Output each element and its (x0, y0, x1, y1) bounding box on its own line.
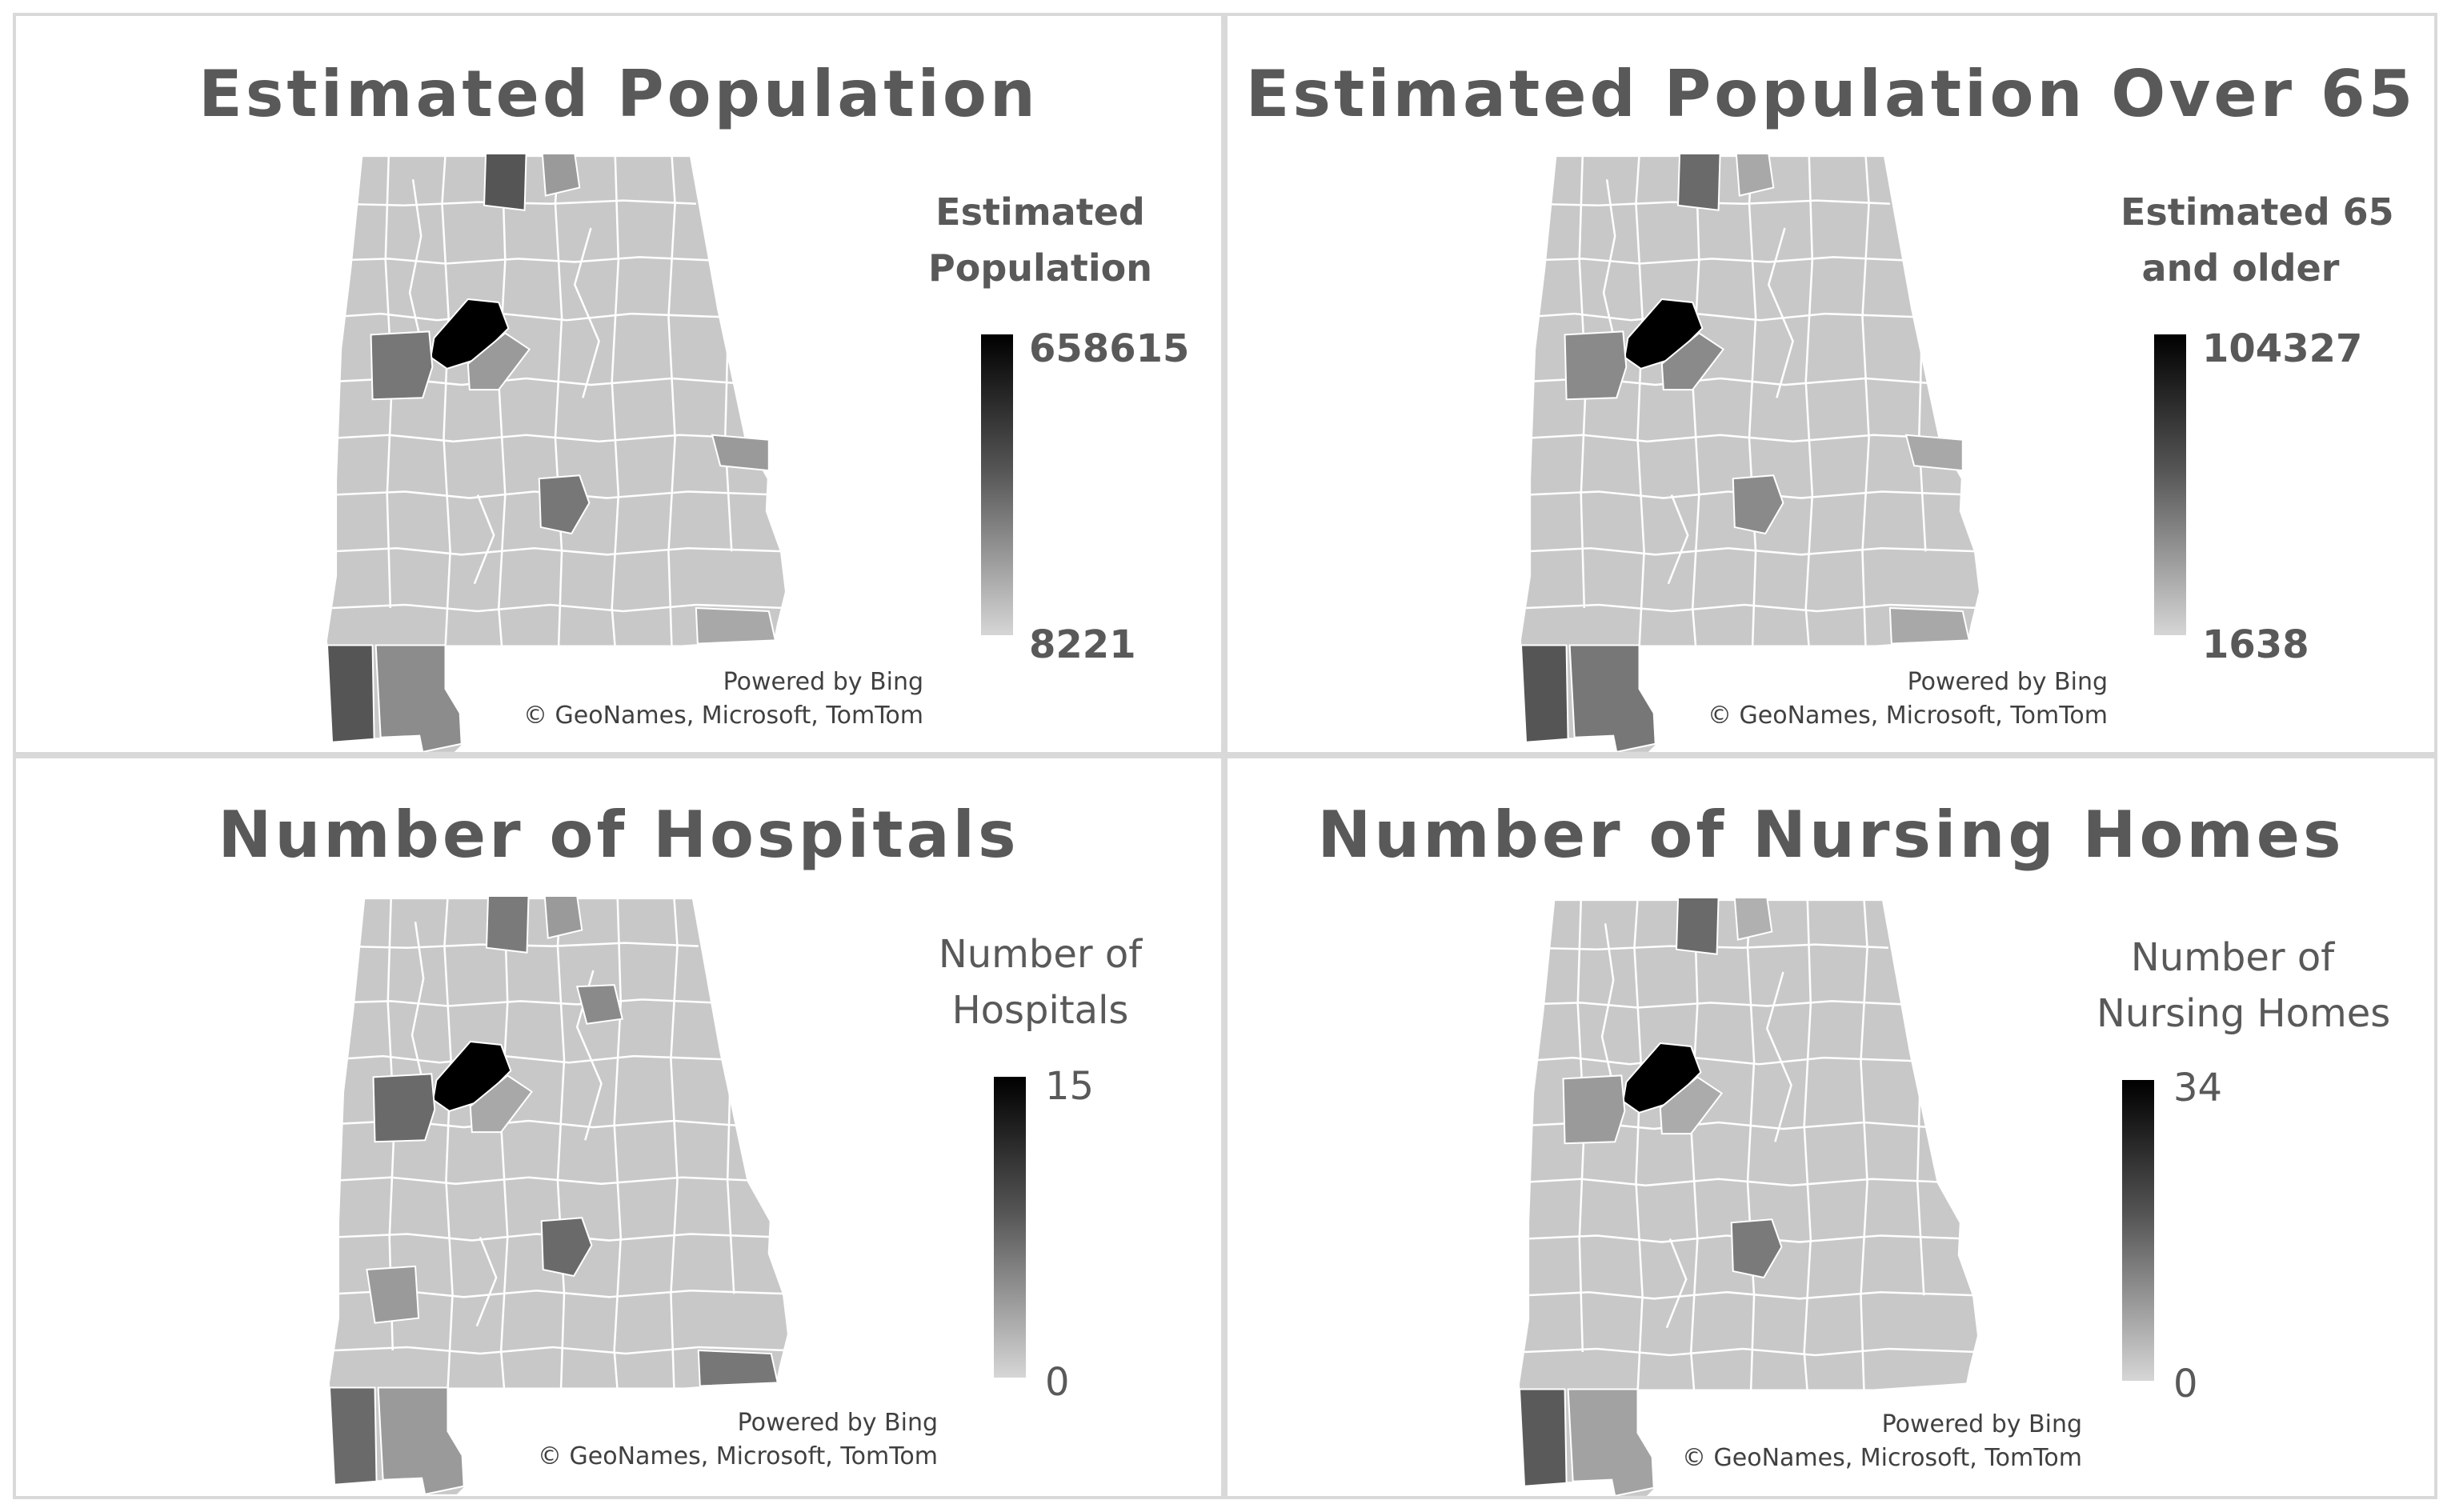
county-montgomery-highlight[interactable] (1732, 474, 1784, 535)
county-baldwin-highlight[interactable] (1568, 644, 1656, 752)
panel-title: Estimated Population (198, 57, 1039, 131)
county-baldwin-highlight[interactable] (377, 1386, 465, 1496)
legend-title-line-1: Estimated 65 (2121, 190, 2394, 234)
county-shelby-highlight[interactable] (1659, 1076, 1724, 1135)
county-baldwin-highlight[interactable] (1567, 1388, 1655, 1496)
county-lauderdale-highlight[interactable] (1676, 897, 1720, 955)
map-credit: Powered by Bing © GeoNames, Microsoft, T… (1708, 666, 2108, 733)
county-russell-highlight[interactable] (711, 434, 770, 472)
county-lauderdale-highlight[interactable] (1677, 153, 1721, 211)
credit-sources: © GeoNames, Microsoft, TomTom (1707, 702, 2108, 730)
map-credit: Powered by Bing © GeoNames, Microsoft, T… (523, 666, 923, 733)
legend-min-value: 8221 (1029, 622, 1136, 667)
legend-gradient-bar (2154, 334, 2186, 635)
legend-title-line-1: Number of (2130, 935, 2335, 980)
county-baldwin-highlight[interactable] (374, 644, 463, 752)
legend-title-line-2: Nursing Homes (2097, 991, 2391, 1036)
county-houston-highlight[interactable] (1888, 606, 1971, 645)
panel-title: Number of Hospitals (218, 798, 1019, 872)
county-shelby-highlight[interactable] (467, 332, 531, 391)
county-montgomery-highlight[interactable] (1730, 1218, 1783, 1279)
map-credit: Powered by Bing © GeoNames, Microsoft, T… (538, 1406, 938, 1474)
county-tuscaloosa-highlight[interactable] (370, 330, 434, 401)
county-shelby-highlight[interactable] (1660, 332, 1725, 391)
county-mobile-highlight[interactable] (328, 1386, 378, 1486)
alabama-county-map[interactable] (1501, 896, 1997, 1499)
credit-sources: © GeoNames, Microsoft, TomTom (523, 702, 923, 730)
county-madison-highlight[interactable] (541, 153, 581, 197)
credit-powered-by: Powered by Bing (737, 1409, 938, 1437)
legend-max-value: 15 (1045, 1064, 1095, 1109)
panel-population-over-65: Estimated Population Over 65 Estimated 6… (1224, 13, 2437, 755)
county-russell-highlight[interactable] (1904, 434, 1964, 472)
county-lauderdale-highlight[interactable] (485, 895, 530, 954)
legend-min-value: 1638 (2202, 622, 2309, 667)
alabama-county-map[interactable] (1503, 152, 1999, 755)
legend-title-line-2: Hospitals (951, 988, 1129, 1033)
county-mobile-highlight[interactable] (326, 644, 375, 743)
legend-min-value: 0 (2173, 1362, 2198, 1406)
county-tuscaloosa-highlight[interactable] (1564, 330, 1628, 401)
legend-title: Estimated Population (920, 184, 1160, 296)
legend-min-value: 0 (1045, 1360, 1070, 1405)
county-etowah-highlight[interactable] (575, 984, 624, 1025)
legend-max-value: 104327 (2202, 326, 2363, 371)
county-dallas-highlight[interactable] (366, 1265, 420, 1324)
panel-title: Number of Nursing Homes (1317, 798, 2345, 872)
legend-gradient-bar (994, 1077, 1026, 1378)
legend-title-line-1: Estimated (935, 190, 1145, 234)
county-houston-highlight[interactable] (695, 606, 777, 645)
credit-powered-by: Powered by Bing (723, 668, 923, 696)
legend-max-value: 34 (2173, 1066, 2223, 1110)
county-shelby-highlight[interactable] (469, 1074, 534, 1134)
county-tuscaloosa-highlight[interactable] (1562, 1074, 1626, 1145)
panel-title: Estimated Population Over 65 (1245, 57, 2417, 131)
county-montgomery-highlight[interactable] (538, 474, 591, 535)
county-mobile-highlight[interactable] (1520, 644, 1569, 743)
legend-title-line-2: and older (2141, 246, 2340, 290)
county-mobile-highlight[interactable] (1518, 1388, 1568, 1487)
legend-title-line-2: Population (928, 246, 1152, 290)
legend-title: Number of Nursing Homes (2097, 930, 2391, 1042)
legend-gradient-bar (2122, 1080, 2154, 1381)
legend-title-line-1: Number of (938, 932, 1143, 977)
credit-sources: © GeoNames, Microsoft, TomTom (1681, 1444, 2082, 1472)
county-madison-highlight[interactable] (543, 895, 583, 939)
legend-max-value: 658615 (1029, 326, 1190, 371)
county-montgomery-highlight[interactable] (540, 1217, 593, 1278)
panel-estimated-population: Estimated Population Estimated Populatio… (13, 13, 1224, 755)
county-lauderdale-highlight[interactable] (483, 153, 527, 211)
legend-title: Estimated 65 and older (2121, 184, 2394, 296)
map-credit: Powered by Bing © GeoNames, Microsoft, T… (1682, 1408, 2082, 1475)
panel-number-of-nursing-homes: Number of Nursing Homes Number of Nursin… (1224, 755, 2437, 1499)
alabama-county-map[interactable] (307, 894, 819, 1499)
county-houston-highlight[interactable] (697, 1349, 779, 1387)
credit-sources: © GeoNames, Microsoft, TomTom (537, 1442, 938, 1470)
alabama-county-map[interactable] (309, 152, 805, 755)
legend-title: Number of Hospitals (920, 926, 1160, 1038)
panel-number-of-hospitals: Number of Hospitals Number of Hospitals … (13, 755, 1224, 1499)
county-madison-highlight[interactable] (1735, 153, 1775, 197)
legend-gradient-bar (981, 334, 1013, 635)
county-tuscaloosa-highlight[interactable] (372, 1073, 436, 1143)
credit-powered-by: Powered by Bing (1881, 1410, 2082, 1438)
county-madison-highlight[interactable] (1733, 897, 1773, 941)
credit-powered-by: Powered by Bing (1907, 668, 2108, 696)
